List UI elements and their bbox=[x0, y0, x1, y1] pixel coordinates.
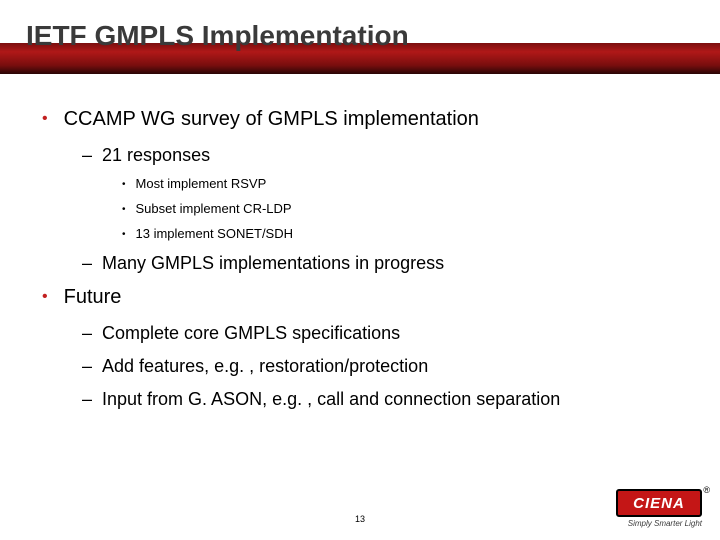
bullet-row: – Add features, e.g. , restoration/prote… bbox=[82, 356, 680, 377]
bullet-list-level2: – Complete core GMPLS specifications – A… bbox=[82, 323, 680, 410]
disc-bullet-icon: • bbox=[42, 111, 48, 127]
bullet-row: – Complete core GMPLS specifications bbox=[82, 323, 680, 344]
list-item: – Complete core GMPLS specifications bbox=[82, 323, 680, 344]
bullet-text: Subset implement CR-LDP bbox=[136, 201, 292, 216]
dash-bullet-icon: – bbox=[82, 145, 92, 166]
disc-bullet-icon: • bbox=[42, 289, 48, 305]
list-item: • Future – Complete core GMPLS specifica… bbox=[42, 286, 680, 410]
bullet-row: • CCAMP WG survey of GMPLS implementatio… bbox=[42, 108, 680, 131]
bullet-list-level1: • CCAMP WG survey of GMPLS implementatio… bbox=[42, 108, 680, 410]
dot-bullet-icon: • bbox=[122, 229, 126, 240]
dash-bullet-icon: – bbox=[82, 323, 92, 344]
list-item: – Input from G. ASON, e.g. , call and co… bbox=[82, 389, 680, 410]
bullet-text: Input from G. ASON, e.g. , call and conn… bbox=[102, 389, 560, 410]
bullet-row: • Subset implement CR-LDP bbox=[122, 201, 680, 216]
dot-bullet-icon: • bbox=[122, 204, 126, 215]
logo-text: CIENA bbox=[633, 495, 685, 512]
ciena-logo: CIENA ® bbox=[616, 489, 702, 517]
bullet-row: • Future bbox=[42, 286, 680, 309]
bullet-text: Add features, e.g. , restoration/protect… bbox=[102, 356, 428, 377]
bullet-text: CCAMP WG survey of GMPLS implementation bbox=[64, 108, 479, 131]
bullet-row: – Input from G. ASON, e.g. , call and co… bbox=[82, 389, 680, 410]
dash-bullet-icon: – bbox=[82, 356, 92, 377]
list-item: • 13 implement SONET/SDH bbox=[122, 226, 680, 241]
bullet-text: Many GMPLS implementations in progress bbox=[102, 253, 444, 274]
logo-tagline: Simply Smarter Light bbox=[628, 519, 702, 528]
bullet-text: Complete core GMPLS specifications bbox=[102, 323, 400, 344]
dash-bullet-icon: – bbox=[82, 389, 92, 410]
bullet-list-level3: • Most implement RSVP • Subset implement… bbox=[122, 176, 680, 241]
page-number: 13 bbox=[355, 514, 365, 524]
bullet-list-level2: – 21 responses • Most implement RSVP bbox=[82, 145, 680, 274]
list-item: • Subset implement CR-LDP bbox=[122, 201, 680, 216]
list-item: • CCAMP WG survey of GMPLS implementatio… bbox=[42, 108, 680, 274]
list-item: – 21 responses • Most implement RSVP bbox=[82, 145, 680, 241]
bullet-text: 13 implement SONET/SDH bbox=[136, 226, 294, 241]
dash-bullet-icon: – bbox=[82, 253, 92, 274]
slide-title: IETF GMPLS Implementation bbox=[26, 20, 409, 52]
bullet-row: • Most implement RSVP bbox=[122, 176, 680, 191]
bullet-row: • 13 implement SONET/SDH bbox=[122, 226, 680, 241]
bullet-row: – Many GMPLS implementations in progress bbox=[82, 253, 680, 274]
registered-icon: ® bbox=[703, 485, 710, 495]
dot-bullet-icon: • bbox=[122, 179, 126, 190]
list-item: – Add features, e.g. , restoration/prote… bbox=[82, 356, 680, 377]
content-area: • CCAMP WG survey of GMPLS implementatio… bbox=[42, 108, 680, 422]
bullet-text: 21 responses bbox=[102, 145, 210, 166]
list-item: • Most implement RSVP bbox=[122, 176, 680, 191]
logo-area: CIENA ® Simply Smarter Light bbox=[616, 489, 702, 528]
bullet-text: Most implement RSVP bbox=[136, 176, 267, 191]
list-item: – Many GMPLS implementations in progress bbox=[82, 253, 680, 274]
bullet-text: Future bbox=[64, 286, 122, 309]
slide: IETF GMPLS Implementation • CCAMP WG sur… bbox=[0, 0, 720, 540]
bullet-row: – 21 responses bbox=[82, 145, 680, 166]
